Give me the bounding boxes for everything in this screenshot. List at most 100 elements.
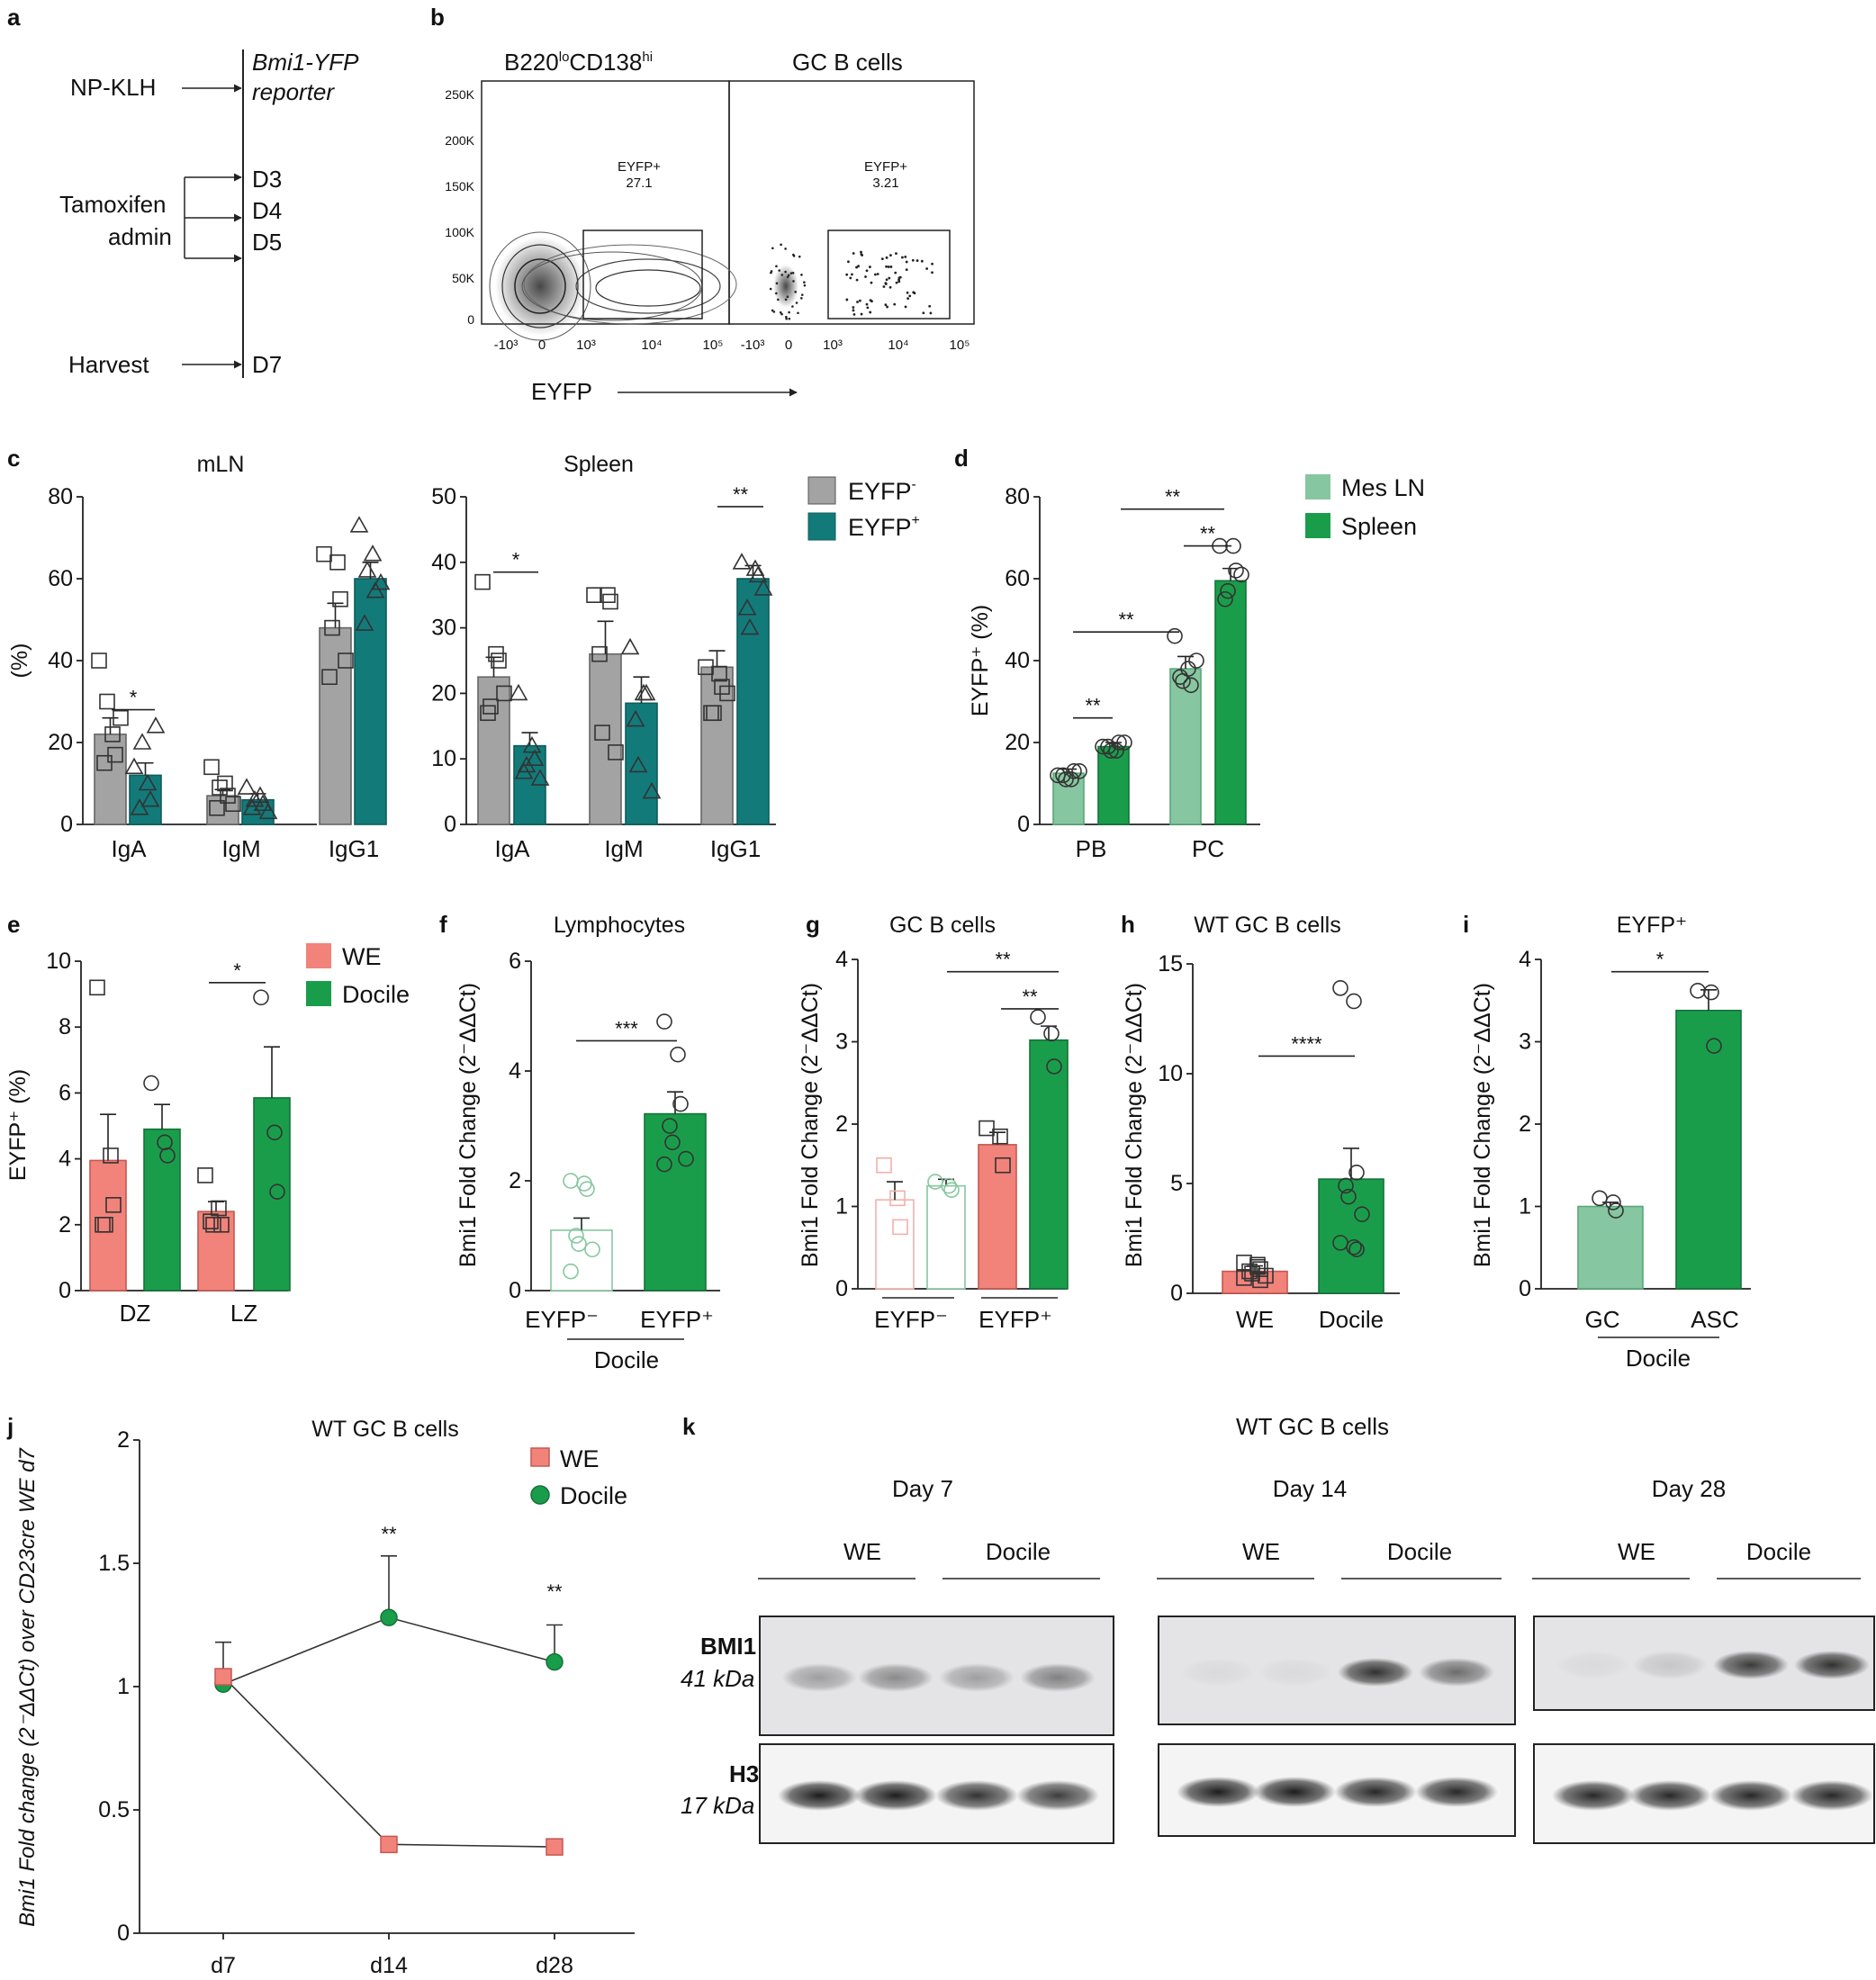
flow-plot-2-title: GC B cells — [792, 49, 903, 76]
bar-docile-eyfp-neg — [926, 1184, 966, 1290]
flow-event — [858, 299, 861, 302]
significance-label: ** — [1118, 608, 1134, 631]
x-tick-label: EYFP⁻ — [525, 1306, 599, 1333]
point-marker — [1258, 1267, 1274, 1284]
flow-event — [885, 278, 888, 282]
flow-event — [897, 280, 901, 284]
legend-mes-ln: Mes LN — [1341, 474, 1425, 501]
flow-event — [901, 256, 904, 259]
x-tick-label: d7 — [211, 1953, 236, 1978]
point-marker — [205, 1217, 221, 1233]
point-marker — [943, 1182, 960, 1198]
y-axis-label: Bmi1 Fold Change (2⁻ΔΔCt) — [1470, 983, 1495, 1267]
point-marker — [1100, 738, 1116, 755]
chart-c-mln: mLN 0 20 40 60 80 (%) IgA IgM IgG1 * — [7, 452, 391, 862]
flow-event — [925, 267, 929, 270]
flow-event — [873, 273, 877, 276]
flow-event — [876, 273, 879, 275]
point-marker — [203, 1213, 219, 1229]
flow-event — [865, 302, 869, 306]
blot-panels: Day 7 WE Docile Day 14 WE Docile Day 28 WE Docil… — [758, 1475, 1875, 1844]
flow-event — [887, 266, 890, 268]
y-tick-label: 0 — [444, 812, 456, 837]
bar-eyfp-neg — [206, 795, 239, 825]
y-tick-label: 0 — [509, 1278, 521, 1303]
day-d7: D7 — [252, 351, 282, 378]
flow-event — [905, 260, 908, 264]
flow-event — [908, 294, 912, 298]
point-marker — [217, 775, 233, 792]
point-marker — [1608, 1202, 1624, 1219]
flow-event — [860, 253, 863, 256]
y-tick-label: 6 — [59, 1080, 71, 1105]
y-axis-label: (%) — [7, 644, 32, 679]
x-tick-label: IgM — [604, 835, 643, 862]
point-marker — [1043, 1025, 1060, 1042]
y-tick-label: 60 — [48, 566, 73, 591]
significance-label: * — [1656, 949, 1664, 971]
flow-event — [864, 275, 867, 278]
flow-event — [769, 287, 772, 291]
flow-event — [866, 306, 870, 310]
flow-event — [780, 312, 783, 316]
bar-spleen — [1097, 745, 1130, 825]
flow-event — [869, 266, 871, 268]
x-tick-label: IgG1 — [710, 835, 761, 862]
svg-text:10⁴: 10⁴ — [888, 338, 908, 353]
point-marker — [634, 683, 654, 701]
point-marker — [213, 1217, 230, 1233]
bar-spleen — [1214, 580, 1247, 825]
point-marker — [258, 802, 278, 820]
x-tick-label: IgG1 — [329, 835, 379, 862]
point-marker — [197, 1167, 213, 1184]
y-tick-label: 50 — [431, 484, 456, 509]
point-marker — [225, 796, 241, 813]
y-tick-label: 8 — [59, 1014, 71, 1040]
significance-label: ** — [1085, 695, 1101, 717]
y-tick-label: 40 — [431, 550, 456, 575]
legend-swatch-eyfp-neg — [807, 476, 836, 505]
y-tick-label: 1 — [117, 1674, 130, 1699]
point-marker — [130, 798, 149, 815]
series-line-docile — [222, 1616, 555, 1686]
h3-label: H3 — [729, 1760, 759, 1787]
legend-docile-marker — [530, 1485, 550, 1505]
point-marker — [146, 716, 166, 734]
point-marker — [1167, 627, 1183, 644]
point-marker — [483, 698, 499, 715]
point-marker — [105, 1197, 122, 1213]
flow-plot-1-gate-value: 27.1 — [626, 176, 652, 191]
panel-labels: c d e f g h i j k — [6, 445, 1469, 1440]
y-tick-label: 20 — [431, 680, 456, 706]
flow-event — [893, 302, 897, 306]
point-marker — [1071, 763, 1087, 779]
point-marker — [1332, 980, 1348, 996]
flow-event — [888, 285, 892, 289]
blot-group-docile: Docile — [1387, 1538, 1452, 1565]
flow-event — [895, 252, 897, 256]
point-marker — [1605, 1194, 1621, 1210]
flow-event — [784, 248, 787, 250]
flow-event — [929, 311, 933, 315]
point-marker — [253, 794, 273, 812]
point-marker — [1116, 734, 1132, 751]
h3-band — [1016, 1780, 1099, 1811]
point-marker — [349, 516, 369, 533]
chart-h: WT GC B cells 0 5 10 15 Bmi1 Fold Change (2⁻Δ… — [1122, 913, 1400, 1333]
chart-title: mLN — [197, 452, 245, 477]
point-marker — [719, 685, 735, 702]
flow-event — [884, 303, 888, 307]
significance-label: * — [512, 549, 520, 572]
svg-text:10⁵: 10⁵ — [703, 338, 724, 353]
flow-plot-2-gate-value: 3.21 — [872, 176, 898, 191]
point-marker — [363, 544, 383, 562]
point-marker — [324, 619, 340, 636]
flow-plot-2-gate-name: EYFP+ — [864, 159, 907, 175]
bar-gc — [1577, 1205, 1644, 1290]
point-marker — [571, 1236, 587, 1252]
point-marker — [1058, 771, 1074, 788]
stimulus-label: NP-KLH — [70, 74, 156, 101]
x-tick-label: PB — [1076, 835, 1107, 862]
